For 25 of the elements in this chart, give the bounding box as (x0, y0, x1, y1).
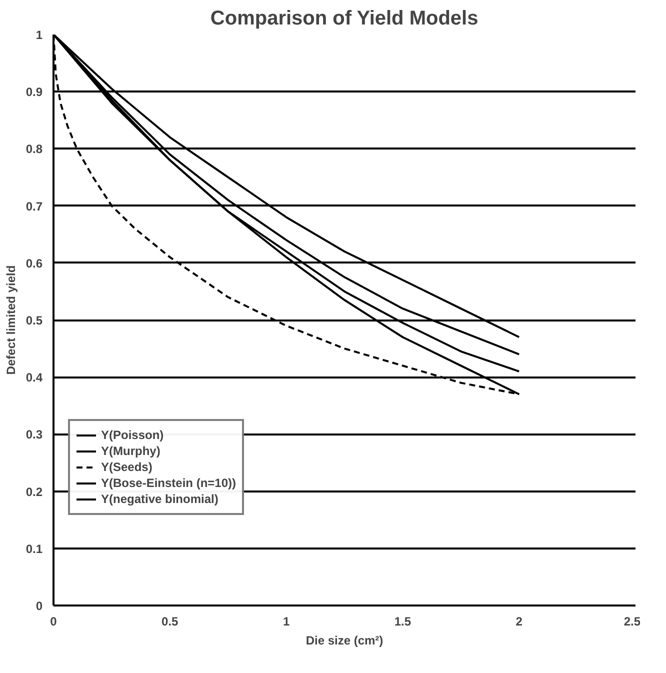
x-tick-label: 1 (282, 614, 290, 628)
x-tick-label: 2.5 (624, 614, 641, 628)
legend-label: Y(Poisson) (101, 427, 164, 443)
y-axis-title: Defect limited yield (4, 265, 18, 375)
y-tick-label: 0.2 (26, 484, 43, 499)
x-tick-label: 0.5 (162, 614, 179, 628)
y-tick-label: 0.5 (26, 314, 43, 328)
chart-title: Comparison of Yield Models (210, 8, 478, 30)
x-tick-label: 1.5 (394, 614, 412, 628)
y-tick-label: 0.9 (26, 85, 43, 100)
y-tick-label: 0.7 (26, 199, 43, 214)
y-tick-label: 0.8 (26, 142, 43, 156)
y-tick-label: 1 (36, 28, 43, 42)
y-tick-label: 0.4 (26, 370, 43, 385)
x-axis-title: Die size (cm²) (306, 634, 384, 648)
legend-label: Y(Bose-Einstein (n=10)) (101, 475, 236, 491)
y-tick-label: 0.6 (26, 256, 43, 270)
legend-label: Y(Seeds) (101, 459, 152, 475)
legend-label: Y(negative binomial) (101, 491, 218, 507)
x-tick-label: 2 (516, 614, 523, 628)
y-tick-label: 0.3 (26, 428, 43, 442)
x-tick-label: 0 (50, 614, 58, 628)
y-tick-label: 0 (36, 599, 43, 613)
y-tick-label: 0.1 (26, 542, 43, 556)
legend-label: Y(Murphy) (101, 443, 160, 459)
